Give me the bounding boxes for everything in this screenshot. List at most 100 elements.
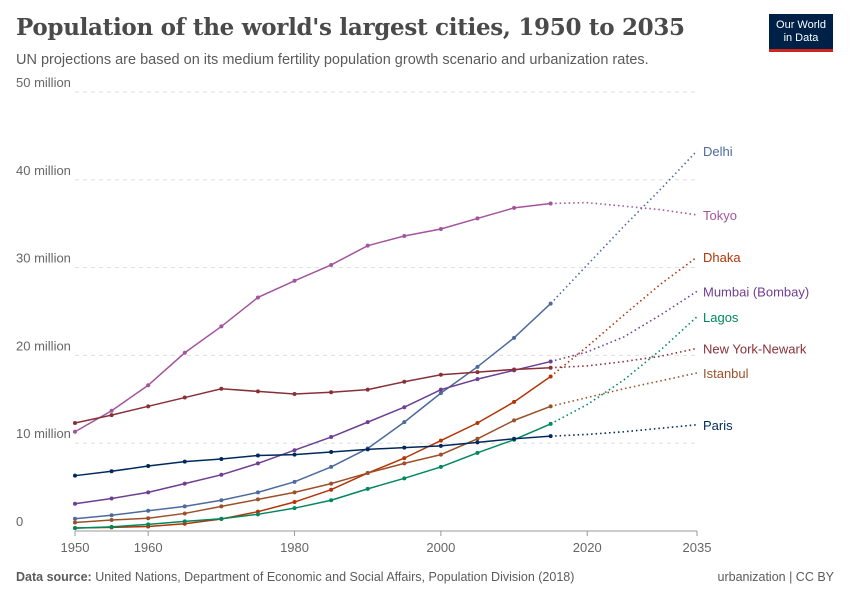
source-label: Data source: <box>16 570 92 584</box>
data-point-delhi <box>182 504 187 509</box>
source-text: United Nations, Department of Economic a… <box>95 570 575 584</box>
logo-line2: in Data <box>783 32 819 44</box>
data-point-istanbul <box>73 520 77 525</box>
data-point-tokyo <box>512 205 517 210</box>
data-point-mumbai-bombay- <box>402 405 407 410</box>
data-point-paris <box>402 445 407 450</box>
data-point-paris <box>292 452 297 457</box>
projection-line-dhaka <box>550 256 698 378</box>
data-point-delhi <box>73 516 77 521</box>
data-point-mumbai-bombay- <box>365 420 370 425</box>
line-chart: 0 10 million 20 million 30 million 40 millio… <box>16 75 809 555</box>
data-point-new-york-newark <box>109 413 114 418</box>
series-line-paris <box>74 435 551 477</box>
data-point-lagos <box>182 519 187 524</box>
series-label-paris: Paris <box>703 418 733 433</box>
data-point-istanbul <box>292 490 297 495</box>
series-label-lagos: Lagos <box>703 310 739 325</box>
x-tick-label: 2020 <box>573 540 602 555</box>
data-point-tokyo <box>329 262 334 267</box>
data-point-tokyo <box>548 201 553 206</box>
data-point-mumbai-bombay- <box>219 472 224 477</box>
data-point-delhi <box>548 301 553 306</box>
data-point-istanbul <box>255 497 260 502</box>
data-point-tokyo <box>438 226 443 231</box>
series-label-istanbul: Istanbul <box>703 366 749 381</box>
data-point-new-york-newark <box>73 421 77 426</box>
data-point-lagos <box>146 522 151 527</box>
data-point-new-york-newark <box>365 387 370 392</box>
data-point-delhi <box>329 464 334 469</box>
series-line-istanbul <box>74 405 551 524</box>
data-point-tokyo <box>365 243 370 248</box>
data-point-tokyo <box>109 408 114 413</box>
data-point-paris <box>146 464 151 469</box>
data-point-mumbai-bombay- <box>73 501 77 506</box>
data-point-lagos <box>292 506 297 511</box>
y-tick-label: 20 million <box>16 338 71 353</box>
data-point-new-york-newark <box>292 392 297 397</box>
data-point-lagos <box>73 526 77 531</box>
data-point-new-york-newark <box>146 404 151 409</box>
data-point-istanbul <box>365 471 370 476</box>
data-point-tokyo <box>219 324 224 329</box>
data-point-delhi <box>475 364 480 369</box>
data-point-istanbul <box>402 461 407 466</box>
series-label-delhi: Delhi <box>703 144 733 159</box>
data-point-delhi <box>512 335 517 340</box>
y-tick-label: 30 million <box>16 251 71 266</box>
x-tick-label: 2000 <box>426 540 455 555</box>
data-point-paris <box>109 469 114 474</box>
data-point-istanbul <box>512 418 517 423</box>
projection-line-istanbul <box>550 372 698 408</box>
data-point-lagos <box>402 476 407 481</box>
projection-line-delhi <box>550 150 698 305</box>
data-point-dhaka <box>438 438 443 443</box>
data-point-istanbul <box>146 516 151 521</box>
data-point-istanbul <box>182 511 187 516</box>
owid-logo[interactable]: Our World in Data <box>769 14 833 52</box>
y-tick-label: 50 million <box>16 75 71 90</box>
data-point-mumbai-bombay- <box>182 481 187 486</box>
chart-subtitle: UN projections are based on its medium f… <box>16 52 649 68</box>
data-point-paris <box>548 434 553 439</box>
data-point-lagos <box>475 450 480 455</box>
footer-license[interactable]: urbanization | CC BY <box>717 570 835 584</box>
series-line-delhi <box>74 303 552 520</box>
series-line-tokyo <box>74 202 551 433</box>
data-point-delhi <box>438 391 443 396</box>
data-point-new-york-newark <box>475 370 480 375</box>
series-line-dhaka <box>74 375 552 529</box>
series-label-tokyo: Tokyo <box>703 208 737 223</box>
data-point-istanbul <box>438 452 443 457</box>
x-tick-label: 1960 <box>134 540 163 555</box>
data-point-dhaka <box>292 500 297 505</box>
data-point-dhaka <box>329 487 334 492</box>
series-line-new-york-newark <box>74 366 551 424</box>
data-point-mumbai-bombay- <box>329 435 334 440</box>
data-point-paris <box>512 436 517 441</box>
data-point-dhaka <box>548 374 553 379</box>
data-point-mumbai-bombay- <box>255 461 260 466</box>
data-point-istanbul <box>109 518 114 523</box>
projection-line-new-york-newark <box>550 347 698 369</box>
data-point-mumbai-bombay- <box>548 359 553 364</box>
series-label-new-york-newark: New York-Newark <box>703 341 807 356</box>
data-point-istanbul <box>329 481 334 486</box>
data-point-mumbai-bombay- <box>292 448 297 453</box>
chart-title: Population of the world's largest cities… <box>16 14 685 41</box>
data-point-lagos <box>548 421 553 426</box>
data-point-dhaka <box>475 421 480 426</box>
data-point-new-york-newark <box>402 379 407 384</box>
projection-line-lagos <box>550 316 698 425</box>
data-point-new-york-newark <box>329 390 334 395</box>
data-point-lagos <box>365 486 370 491</box>
data-point-mumbai-bombay- <box>475 377 480 382</box>
data-point-lagos <box>438 464 443 469</box>
series-label-mumbai-bombay-: Mumbai (Bombay) <box>703 284 809 299</box>
data-point-tokyo <box>292 278 297 283</box>
data-point-delhi <box>402 420 407 425</box>
data-point-tokyo <box>475 216 480 221</box>
x-tick-label: 1980 <box>280 540 309 555</box>
